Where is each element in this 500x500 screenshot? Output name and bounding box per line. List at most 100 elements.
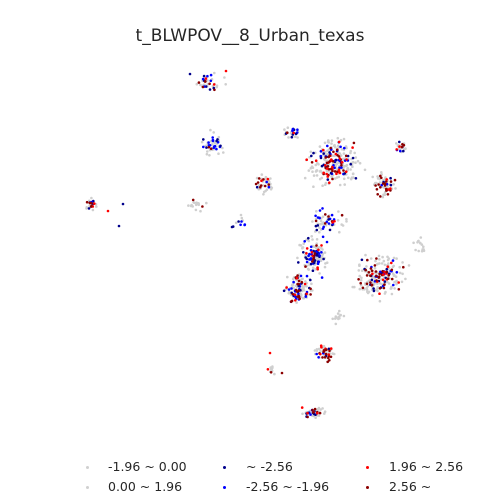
map-point [377,183,380,186]
map-point [264,175,268,179]
map-point [358,287,362,291]
map-point [95,205,98,208]
map-point [291,277,295,281]
map-point [208,82,211,86]
map-point [201,85,205,89]
map-point [290,135,294,139]
map-point [392,274,396,278]
map-point [345,158,348,161]
map-point [376,285,380,289]
map-point [335,162,339,166]
map-point [325,348,328,352]
map-point [310,161,314,164]
map-point [318,226,321,229]
map-point [199,209,202,213]
map-point [208,154,211,157]
map-point [191,198,195,202]
map-point [333,170,337,173]
map-point [310,250,314,254]
map-point [266,368,270,371]
map-point [351,156,355,160]
map-point [85,200,89,204]
map-point [314,217,318,221]
map-point [329,347,333,350]
map-point [331,352,335,355]
map-point [334,177,337,180]
map-point [377,276,381,279]
map-point [267,185,271,189]
map-point [365,286,369,290]
map-point [292,131,296,135]
map-point [259,184,263,187]
map-point [328,154,331,157]
map-point [371,272,374,276]
map-point [390,268,394,272]
map-point [393,287,396,290]
map-point [314,268,317,271]
map-point [219,144,222,148]
map-point [354,177,358,180]
map-point [357,269,361,272]
map-point [324,352,328,356]
map-point [338,183,342,187]
map-point [332,150,335,154]
map-point [342,177,346,181]
map-point [321,207,324,210]
map-point [316,262,320,266]
map-point [373,266,377,270]
map-point [312,258,315,261]
map-point [300,406,304,409]
map-point [305,274,309,278]
map-point [286,131,289,134]
map-point [343,146,346,150]
map-point [316,412,319,415]
map-point [306,267,310,271]
map-point [295,301,298,304]
map-point [383,263,387,267]
map-point [212,131,215,134]
map-point [337,168,341,172]
map-point [294,135,297,138]
map-point [322,257,325,261]
map-point [338,157,342,160]
map-point [308,252,311,256]
map-point [324,262,327,265]
map-point [334,158,338,162]
map-point [296,256,299,260]
map-point [374,270,378,273]
map-point [331,221,334,224]
map-point [367,271,371,274]
map-point [309,150,313,154]
map-point [311,266,315,270]
map-point [393,280,396,284]
map-point [422,248,425,251]
map-point [311,269,315,273]
map-point [329,146,333,150]
map-point [213,71,216,75]
map-point [334,322,338,326]
map-point [338,230,341,234]
map-point [371,281,375,285]
map-point [310,165,314,168]
map-point [342,314,346,318]
map-point [282,289,286,293]
map-point [387,282,391,285]
map-point [280,371,284,375]
map-point [335,148,339,151]
map-point [91,208,95,212]
map-point [402,149,405,153]
map-point [327,353,331,356]
map-point [325,220,329,224]
map-point [197,202,200,205]
map-point [328,160,331,164]
map-point [314,163,318,167]
map-point [311,238,314,241]
map-point [386,277,390,281]
map-point [324,181,328,185]
map-point [364,268,368,272]
map-point [323,222,327,225]
map-point [366,258,369,262]
map-point [328,359,331,362]
map-point [313,349,317,352]
map-point [205,201,208,205]
